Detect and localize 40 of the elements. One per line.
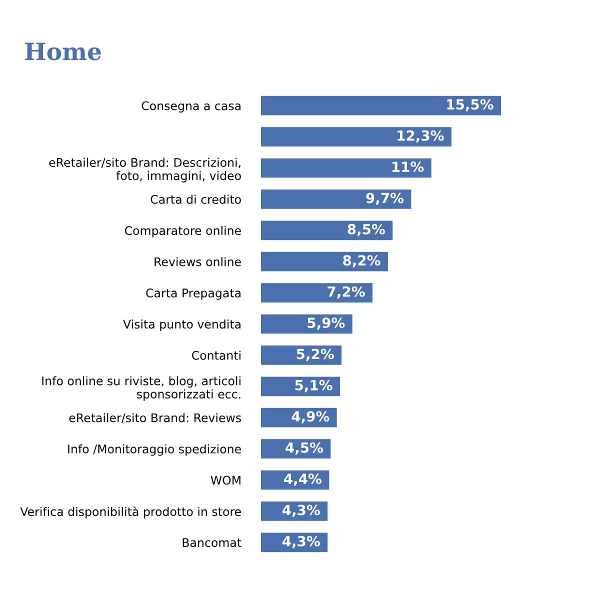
y-tick-label: Carta Prepagata: [146, 288, 240, 300]
data-label: 4,4%: [284, 474, 322, 486]
bar: [261, 283, 372, 302]
y-tick-label: Comparatore online: [124, 226, 241, 238]
y-tick-label: eRetailer/sito Brand: Descrizioni, foto, immagini, video: [49, 158, 241, 182]
bar: [261, 127, 452, 146]
data-label: 5,1%: [295, 380, 332, 392]
y-tick-label: Visita punto vendita: [123, 320, 240, 331]
data-label: 9,7%: [366, 192, 404, 206]
bar: [261, 96, 501, 116]
y-tick-label: Info online su riviste, blog, articoli sponsorizzati ecc.: [42, 376, 240, 401]
data-label: 4,3%: [282, 504, 320, 518]
data-label: 11%: [392, 162, 424, 172]
data-label: 15,5%: [447, 99, 494, 112]
bar: [261, 408, 337, 428]
bar: [261, 252, 388, 272]
bar: [261, 346, 342, 365]
y-tick-label: eRetailer/sito Brand: Reviews: [69, 413, 241, 424]
data-label: 5,9%: [308, 318, 345, 330]
data-label: 7,2%: [328, 286, 365, 299]
y-tick-label: Consegna a casa: [142, 101, 240, 113]
y-tick-label: Bancomat: [182, 538, 242, 548]
data-label: 12,3%: [398, 130, 444, 143]
data-label: 4,3%: [282, 536, 320, 548]
y-tick-label: Info /Monitoraggio spedizione: [68, 444, 241, 456]
y-tick-label: Reviews online: [154, 257, 241, 266]
bar: [261, 190, 412, 209]
y-tick-label: Verifica disponibilità prodotto in store: [20, 506, 241, 518]
bar: [261, 158, 432, 178]
y-tick-label: Contanti: [192, 350, 240, 360]
data-label: 4,5%: [286, 442, 324, 455]
data-label: 8,2%: [343, 255, 380, 268]
bar: [261, 220, 393, 240]
y-tick-label: Carta di credito: [150, 194, 241, 204]
bar: [261, 376, 340, 396]
y-tick-label: WOM: [210, 476, 240, 485]
data-label: 8,5%: [348, 224, 385, 236]
data-label: 4,9%: [292, 411, 330, 424]
data-label: 5,2%: [296, 348, 334, 362]
text: Home: [25, 42, 101, 60]
